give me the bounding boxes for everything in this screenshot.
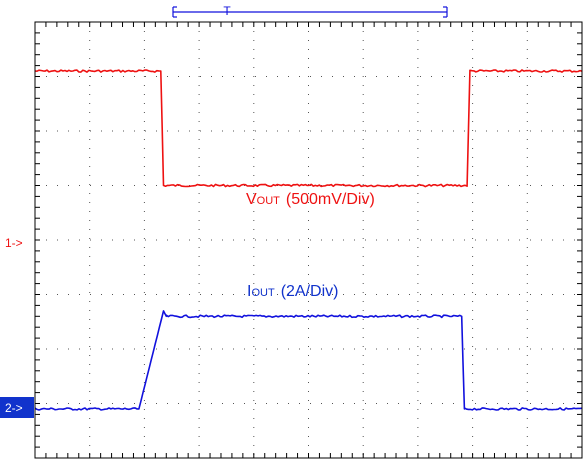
iout-label: IOUT (2A/Div) [247,283,338,300]
channel-2-marker-box: 2-> [0,397,34,418]
vout-label-scale: (500mV/Div) [286,191,375,208]
trigger-marker: T [172,4,448,18]
iout-label-scale: (2A/Div) [281,283,339,300]
plot-border [34,21,583,459]
grid [35,22,582,458]
vout-label-name: V [246,191,257,208]
iout-label-sub: OUT [251,287,275,299]
vout-label-sub: OUT [257,195,281,207]
iout-trace [34,310,583,411]
channel-2-marker: 2-> [5,401,23,415]
vout-label: VOUT (500mV/Div) [246,191,375,208]
axis-ticks [34,21,583,459]
traces [34,69,583,411]
trigger-label: T [223,4,231,18]
channel-1-marker: 1-> [5,236,23,250]
vout-trace [34,69,583,188]
iout-label-name: I [247,283,251,300]
